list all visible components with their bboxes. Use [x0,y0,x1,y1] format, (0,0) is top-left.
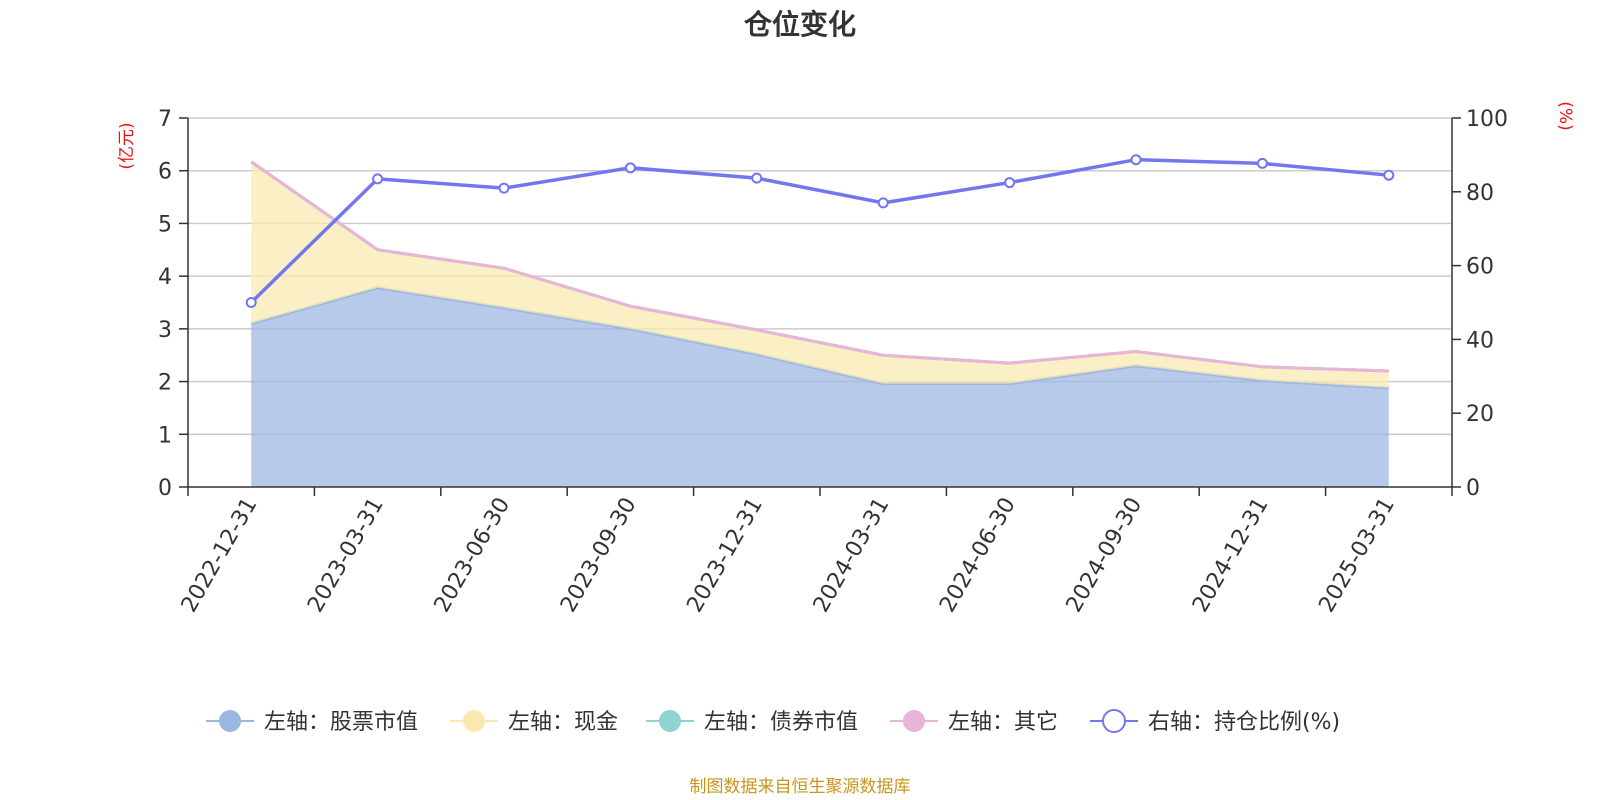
x-tick-label: 2025-03-31 [1314,494,1400,617]
x-tick-label: 2023-12-31 [682,494,768,617]
ratio-point[interactable] [1383,169,1395,181]
x-tick-label: 2023-03-31 [303,494,389,617]
legend-label: 左轴：现金 [508,710,618,735]
left-tick-label: 0 [158,476,172,501]
chart-title: 仓位变化 [744,8,856,41]
x-tick-label: 2024-12-31 [1188,494,1274,617]
legend-item-2[interactable]: 左轴：债券市值 [646,710,858,735]
x-tick-label: 2024-09-30 [1062,494,1148,617]
legend-label: 右轴：持仓比例(%) [1148,710,1340,735]
x-tick-label: 2022-12-31 [177,494,263,617]
right-tick-label: 20 [1466,402,1494,427]
right-tick-label: 60 [1466,255,1494,280]
right-tick-label: 100 [1466,107,1508,132]
left-tick-label: 5 [158,212,172,237]
legend-item-0[interactable]: 左轴：股票市值 [206,710,418,735]
x-tick-label: 2024-03-31 [809,494,895,617]
ratio-point[interactable] [245,297,257,308]
ratio-point[interactable] [877,197,889,209]
legend-item-3[interactable]: 左轴：其它 [890,710,1058,735]
ratio-point[interactable] [1256,157,1268,169]
left-tick-label: 7 [158,107,172,132]
ratio-line [249,157,1389,304]
left-axis-unit: (亿元) [117,122,137,169]
right-tick-label: 0 [1466,476,1480,501]
area-line-3 [250,160,1389,373]
right-tick-label: 40 [1466,328,1494,353]
ratio-point[interactable] [1004,177,1016,189]
legend[interactable]: 左轴：股票市值 左轴：现金 左轴：债券市值 左轴：其它 右轴：持仓比例(%) [206,709,1340,735]
legend-label: 左轴：其它 [948,710,1058,735]
x-tick-label: 2024-06-30 [935,494,1021,617]
ratio-point[interactable] [751,172,763,184]
ratio-point[interactable] [372,173,384,185]
ratio-point[interactable] [498,182,510,194]
legend-label: 左轴：股票市值 [264,710,418,735]
source-note: 制图数据来自恒生聚源数据库 [690,777,911,797]
x-tick-label: 2023-09-30 [556,494,642,617]
ratio-point[interactable] [624,162,636,174]
right-tick-label: 80 [1466,181,1494,206]
legend-item-1[interactable]: 左轴：现金 [450,710,618,735]
legend-swatch-circle [659,710,681,732]
left-tick-label: 2 [158,371,172,396]
left-tick-label: 4 [158,265,172,290]
legend-item-4[interactable]: 右轴：持仓比例(%) [1090,709,1340,735]
x-tick-label: 2023-06-30 [430,494,516,617]
line-series [245,154,1395,308]
left-tick-label: 1 [158,423,172,448]
legend-label: 左轴：债券市值 [704,710,858,735]
ratio-point[interactable] [1130,154,1142,166]
area-series [250,160,1389,487]
right-axis-unit: (%) [1555,101,1575,130]
legend-swatch-circle [219,710,241,732]
left-tick-label: 3 [158,318,172,343]
legend-swatch-circle [463,710,485,732]
legend-swatch-circle [1102,709,1126,733]
legend-swatch-circle [903,710,925,732]
left-tick-label: 6 [158,160,172,185]
area-0 [251,287,1389,487]
